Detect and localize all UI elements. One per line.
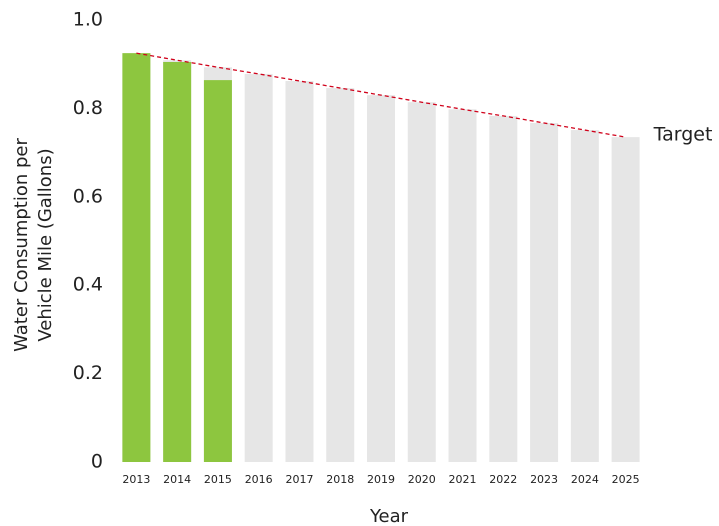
x-tick-label: 2018	[326, 473, 354, 486]
x-tick-label: 2019	[367, 473, 395, 486]
bar	[244, 73, 273, 462]
bar	[530, 122, 559, 463]
bar	[163, 61, 192, 463]
x-axis-label: Year	[369, 506, 409, 526]
bar	[203, 80, 232, 462]
bar	[285, 80, 314, 462]
x-tick-label: 2021	[449, 473, 477, 486]
x-tick-label: 2017	[285, 473, 313, 486]
bar	[489, 115, 518, 462]
x-tick-label: 2014	[163, 473, 191, 486]
bar	[570, 130, 599, 463]
x-tick-label: 2020	[408, 473, 436, 486]
target-label: Target	[653, 124, 713, 146]
bar	[122, 53, 151, 463]
x-tick-label: 2023	[530, 473, 558, 486]
bar	[448, 109, 477, 462]
bar	[367, 95, 395, 462]
y-axis-label: Water Consumption per	[11, 138, 32, 352]
x-tick-label: 2016	[245, 473, 273, 486]
x-tick-label: 2013	[122, 473, 150, 486]
x-tick-label: 2025	[612, 473, 640, 486]
y-tick-label: 0.8	[73, 97, 103, 119]
bar	[326, 88, 355, 463]
y-tick-label: 1.0	[73, 9, 103, 31]
y-tick-label: 0.4	[73, 274, 103, 296]
x-tick-label: 2024	[571, 473, 599, 486]
bar	[407, 102, 436, 462]
target-line	[136, 52, 626, 138]
x-tick-label: 2022	[489, 473, 517, 486]
bar	[611, 137, 640, 462]
y-axis-label: Vehicle Mile (Gallons)	[35, 148, 56, 341]
x-tick-label: 2015	[204, 473, 232, 486]
y-tick-label: 0.2	[73, 362, 103, 384]
y-tick-label: 0	[91, 451, 103, 473]
y-tick-label: 0.6	[73, 185, 103, 207]
